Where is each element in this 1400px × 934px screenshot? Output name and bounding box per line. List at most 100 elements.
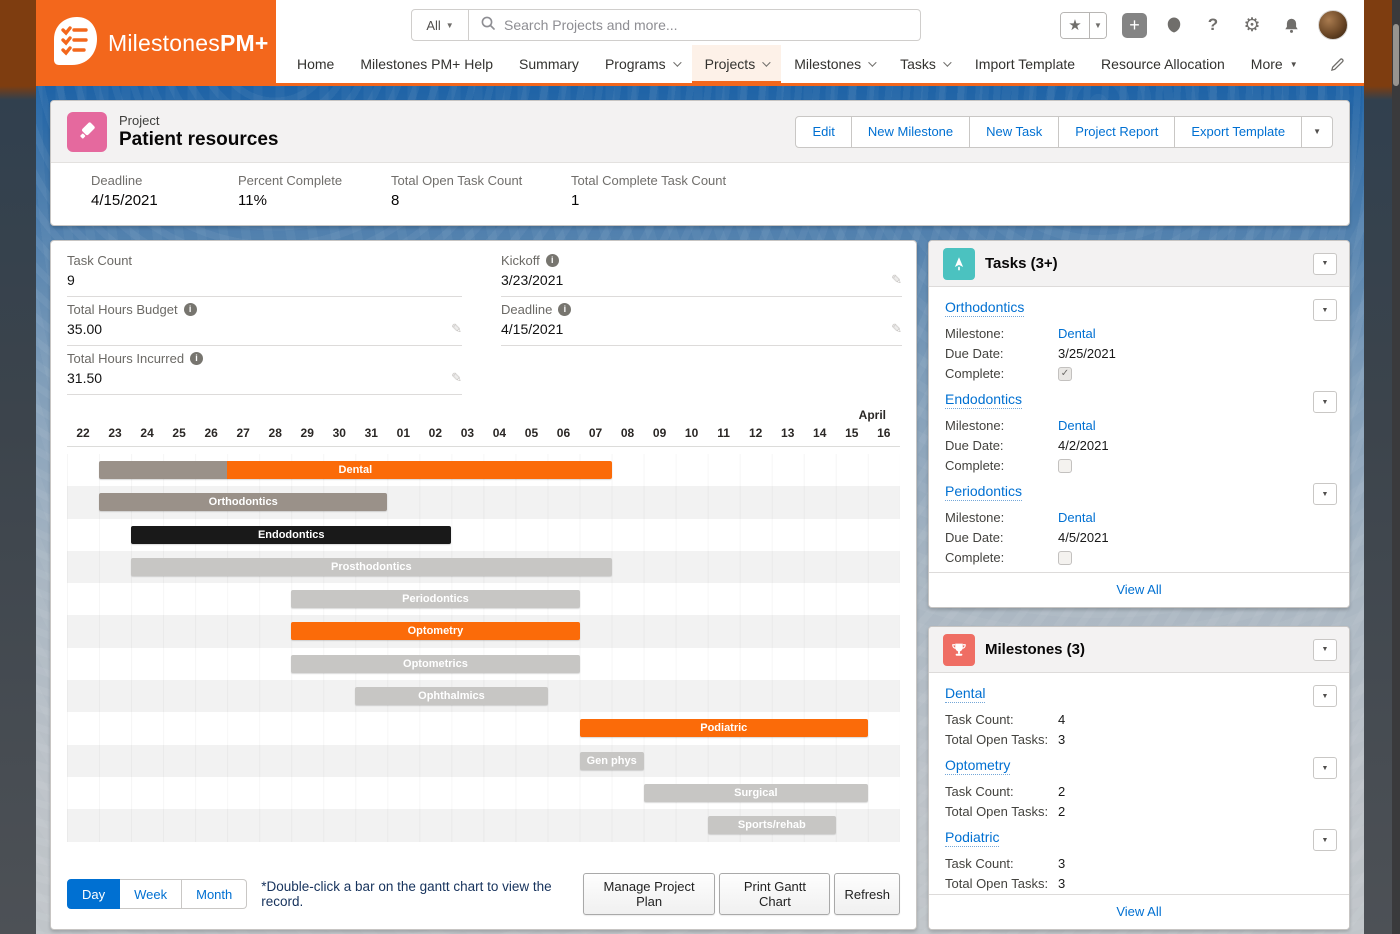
edit-pencil-icon[interactable]: ✎ [451, 370, 462, 385]
milestone-link[interactable]: Optometry [945, 757, 1011, 775]
milestones-panel-menu-button[interactable]: ▼ [1313, 638, 1337, 661]
edit-pencil-icon[interactable]: ✎ [451, 321, 462, 336]
search-scope-dropdown[interactable]: All ▼ [411, 9, 469, 41]
tab-projects[interactable]: Projects [691, 45, 782, 84]
milestone-link[interactable]: Dental [1058, 510, 1096, 525]
new-milestone-button[interactable]: New Milestone [851, 115, 971, 148]
field-label: Total Open Tasks: [945, 804, 1049, 819]
milestone-link[interactable]: Dental [1058, 326, 1096, 341]
tab-import-template[interactable]: Import Template [974, 56, 1076, 72]
global-actions-plus-icon[interactable]: + [1122, 12, 1147, 38]
info-icon[interactable]: i [183, 303, 197, 316]
gantt-rows: Dental Orthodontics Endodontics Prosthodont… [67, 454, 900, 842]
notifications-bell-icon[interactable] [1279, 13, 1303, 37]
gantt-tick: 05 [524, 426, 539, 440]
refresh-button[interactable]: Refresh [834, 873, 900, 915]
project-report-button[interactable]: Project Report [1059, 115, 1176, 148]
info-icon[interactable]: i [190, 352, 204, 365]
tab-more[interactable]: More ▼ [1250, 56, 1298, 72]
tab-tasks[interactable]: Tasks [887, 45, 962, 83]
field-value: 3/23/2021 [501, 272, 564, 288]
setup-gear-icon[interactable]: ⚙ [1243, 14, 1261, 36]
milestones-view-all-link[interactable]: View All [929, 894, 1349, 929]
field-label: Total Hours Budget [67, 302, 178, 317]
new-task-button[interactable]: New Task [970, 115, 1060, 148]
search-input[interactable]: Search Projects and more... [469, 9, 921, 41]
edit-pencil-icon[interactable]: ✎ [891, 272, 902, 287]
tasks-panel-menu-button[interactable]: ▼ [1313, 252, 1337, 275]
task-link[interactable]: Endodontics [945, 391, 1023, 409]
row-menu-button[interactable]: ▼ [1313, 685, 1337, 707]
month-view-button[interactable]: Month [182, 879, 248, 909]
print-gantt-chart-button[interactable]: Print Gantt Chart [719, 873, 831, 915]
gantt-chart: April 22 23 24 25 26 27 28 29 30 31 01 02 03 04 05 06 07… [67, 408, 900, 842]
row-menu-button[interactable]: ▼ [1313, 391, 1337, 413]
milestone-link[interactable]: Dental [945, 685, 986, 703]
row-menu-button[interactable]: ▼ [1313, 757, 1337, 779]
gantt-bar-endodontics[interactable]: Endodontics [131, 525, 452, 544]
gantt-bar-dental[interactable]: Dental [99, 461, 612, 479]
week-view-button[interactable]: Week [120, 879, 183, 909]
info-icon[interactable]: i [558, 303, 572, 316]
edit-button[interactable]: Edit [795, 115, 852, 148]
info-icon[interactable]: i [545, 254, 559, 267]
nav-edit-pencil-icon[interactable] [1324, 51, 1350, 77]
gantt-tick: 25 [172, 426, 186, 440]
gantt-row: Gen phys [67, 744, 900, 777]
more-actions-caret-button[interactable]: ▼ [1302, 115, 1333, 148]
tab-summary[interactable]: Summary [519, 56, 579, 72]
page-scrollbar[interactable] [1392, 0, 1400, 934]
gantt-bar-label: Orthodontics [208, 496, 278, 509]
list-item: Periodontics ▼ Milestone: Dental Due Date… [945, 483, 1337, 565]
gantt-bar-label: Endodontics [257, 528, 325, 541]
favorites-star-icon[interactable]: ★ [1061, 12, 1089, 38]
milestone-link[interactable]: Dental [1058, 418, 1096, 433]
tab-milestones-pm-help[interactable]: Milestones PM+ Help [360, 56, 494, 72]
gantt-bar-gen-phys[interactable]: Gen phys [579, 751, 644, 770]
gantt-bar-podiatric[interactable]: Podiatric [579, 719, 868, 738]
field-label: Complete: [945, 366, 1005, 381]
task-link[interactable]: Orthodontics [945, 299, 1025, 317]
complete-checkbox: ✓ [1058, 458, 1072, 473]
tab-programs[interactable]: Programs [592, 45, 692, 83]
gantt-tick: 31 [364, 426, 378, 440]
tab-home[interactable]: Home [297, 56, 335, 72]
favorites-dropdown-icon[interactable]: ▼ [1089, 12, 1106, 38]
gantt-footer: Day Week Month *Double-click a bar on th… [67, 873, 900, 915]
tasks-view-all-link[interactable]: View All [929, 572, 1349, 607]
gantt-bar-optometrics[interactable]: Optometrics [291, 654, 580, 673]
gantt-tick: 22 [76, 426, 90, 440]
export-template-button[interactable]: Export Template [1175, 115, 1303, 148]
gantt-row: Surgical [67, 776, 900, 810]
app-logo[interactable]: MilestonesPM+ [36, 0, 276, 86]
gantt-bar-prosthodontics[interactable]: Prosthodontics [131, 557, 612, 576]
row-menu-button[interactable]: ▼ [1313, 299, 1337, 321]
gantt-bar-sports-rehab[interactable]: Sports/rehab [707, 816, 836, 835]
stat-deadline: Deadline 4/15/2021 [91, 173, 238, 209]
gantt-bar-surgical[interactable]: Surgical [643, 783, 868, 802]
row-menu-button[interactable]: ▼ [1313, 483, 1337, 505]
day-view-button[interactable]: Day [67, 879, 121, 909]
gantt-bar-optometry[interactable]: Optometry [291, 622, 580, 641]
gantt-bar-orthodontics[interactable]: Orthodontics [99, 493, 388, 512]
task-link[interactable]: Periodontics [945, 483, 1023, 501]
user-avatar[interactable] [1318, 10, 1348, 40]
row-menu-button[interactable]: ▼ [1313, 829, 1337, 851]
edit-pencil-icon[interactable]: ✎ [891, 321, 902, 336]
gantt-bar-ophthalmics[interactable]: Ophthalmics [355, 687, 548, 706]
record-actions: Edit New Milestone New Task Project Repo… [795, 115, 1333, 148]
gantt-tick: 03 [460, 426, 475, 440]
help-icon[interactable]: ? [1207, 15, 1219, 34]
tasks-panel-header: Tasks (3+) ▼ [929, 241, 1349, 287]
manage-project-plan-button[interactable]: Manage Project Plan [582, 873, 716, 915]
tab-resource-allocation[interactable]: Resource Allocation [1101, 56, 1225, 72]
page-scrollbar-thumb[interactable] [1393, 24, 1399, 86]
fields-right-column: Kickoff i 3/23/2021 ✎ Deadline i 4/15/2021 ✎ [501, 253, 902, 400]
guidance-center-icon[interactable] [1162, 13, 1186, 37]
stat-label: Deadline [91, 173, 143, 188]
gantt-bar-periodontics[interactable]: Periodontics [291, 590, 580, 609]
gantt-bar-label: Gen phys [586, 754, 637, 767]
gantt-tick: 30 [332, 426, 346, 440]
tab-milestones[interactable]: Milestones [781, 45, 887, 83]
milestone-link[interactable]: Podiatric [945, 829, 1000, 847]
